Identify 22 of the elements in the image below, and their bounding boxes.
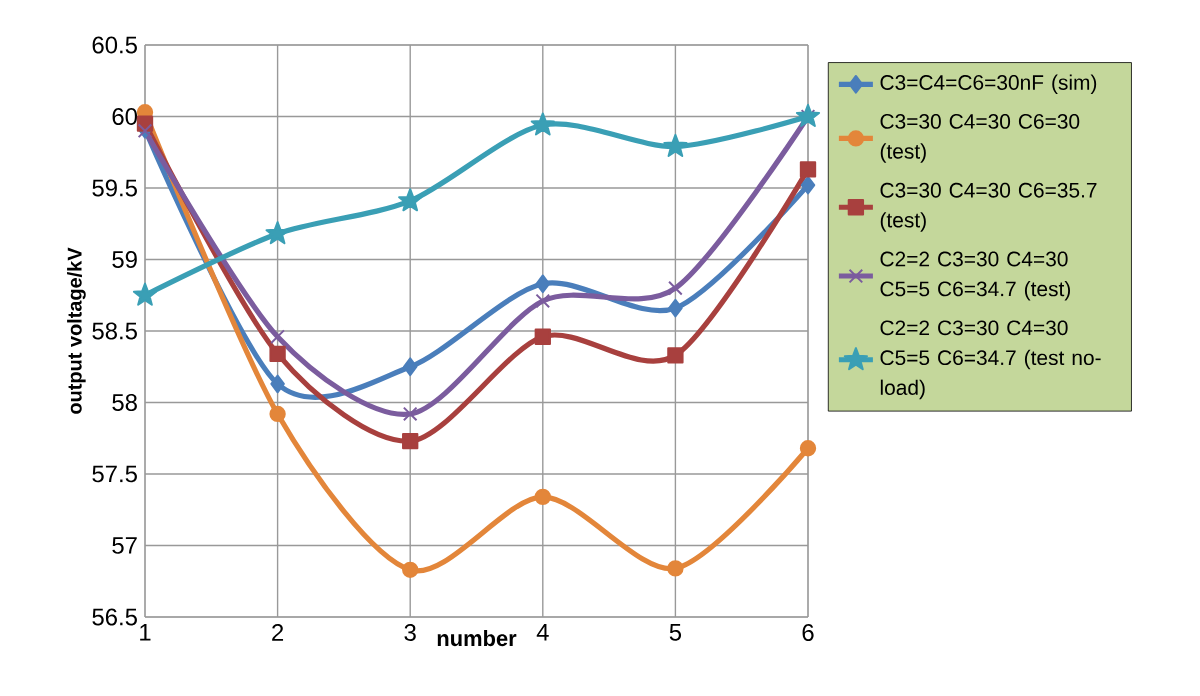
legend-label: C2=2 C3=30 C4=30 C5=5 C6=34.7 (test) — [880, 251, 1071, 301]
y-axis-title: output voltage/kV — [67, 247, 86, 414]
y-tick-label: 58.5 — [92, 322, 137, 340]
x-tick-label: 5 — [669, 624, 682, 641]
y-tick-label: 59 — [112, 251, 137, 268]
x-tick-label: 3 — [404, 624, 416, 641]
x-tick-label: 2 — [272, 624, 284, 641]
legend-label: C3=30 C4=30 C6=35.7 (test) — [880, 182, 1097, 232]
y-tick-label: 60.5 — [92, 36, 137, 54]
legend-label: C3=30 C4=30 C6=30 (test) — [880, 114, 1080, 163]
y-tick-label: 57.5 — [92, 465, 137, 483]
x-tick-label: 4 — [536, 624, 549, 641]
y-tick-label: 58 — [112, 394, 137, 411]
x-axis-title: number — [437, 630, 517, 647]
y-tick-label: 56.5 — [92, 608, 137, 626]
x-tick-label: 6 — [802, 624, 814, 641]
x-tick-label: 1 — [140, 624, 151, 641]
y-tick-label: 60 — [112, 108, 138, 125]
legend-label: C3=C4=C6=30nF (sim) — [880, 74, 1097, 95]
y-tick-label: 57 — [112, 537, 137, 554]
legend-label: C2=2 C3=30 C4=30 C5=5 C6=34.7 (test no-load) — [880, 320, 1101, 400]
y-tick-label: 59.5 — [92, 179, 137, 197]
